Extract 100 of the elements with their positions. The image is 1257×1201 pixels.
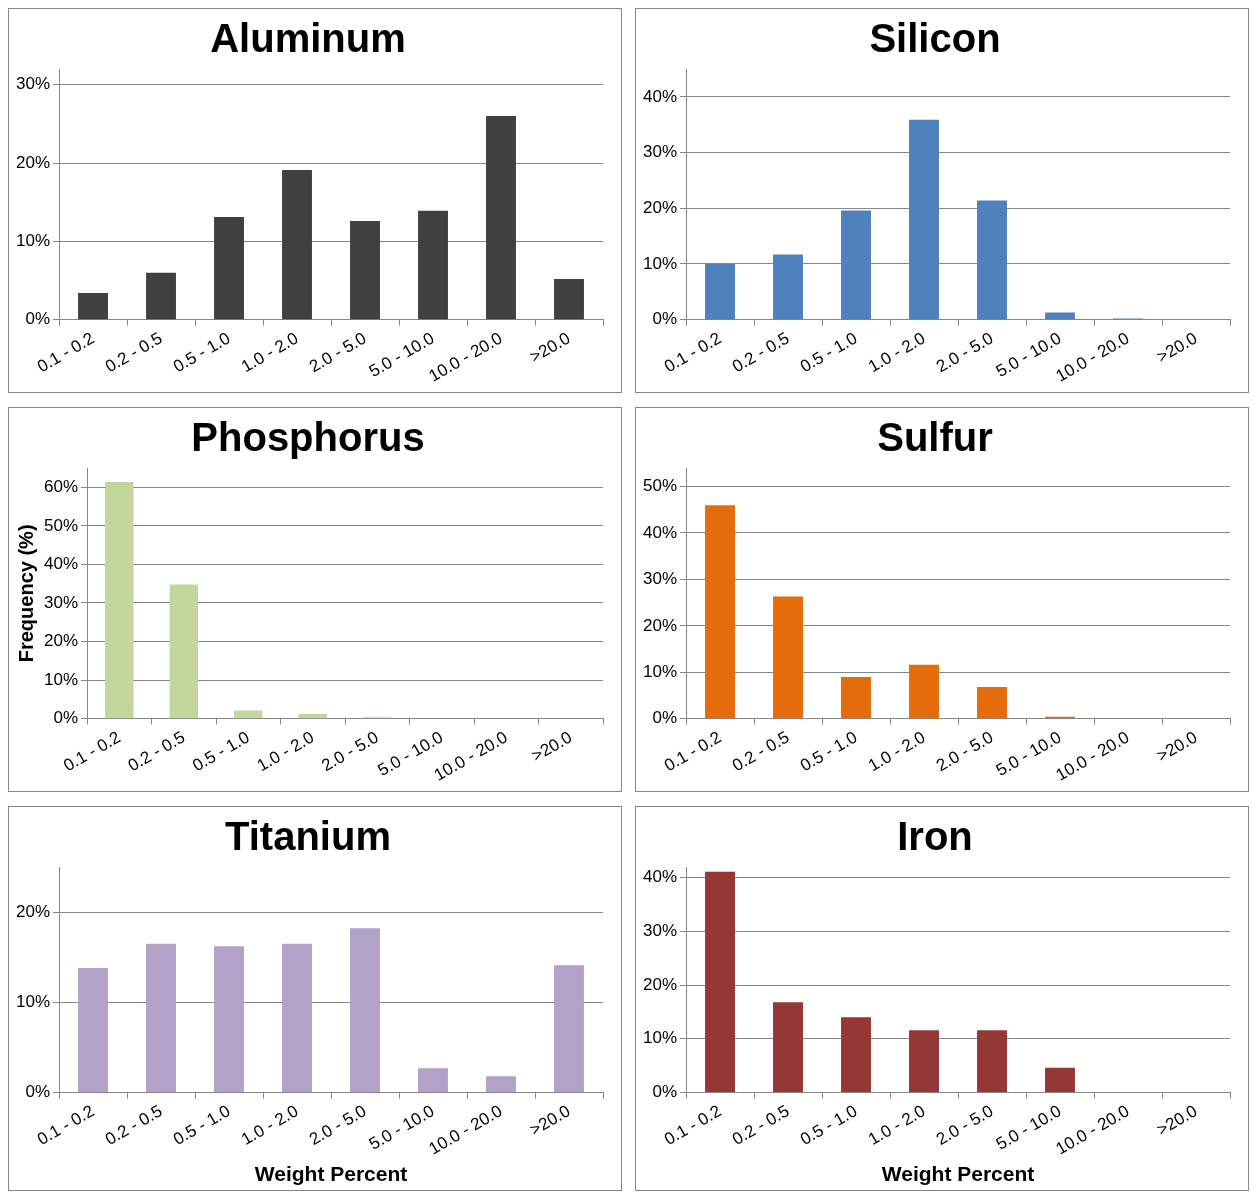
y-tick-label: 0%	[652, 708, 678, 728]
x-tick-label: >20.0	[526, 328, 574, 367]
bar	[841, 210, 871, 320]
bar	[282, 170, 312, 320]
y-tick-label: 10%	[15, 991, 51, 1011]
bar	[841, 676, 871, 719]
x-tick-label: 2.0 - 5.0	[932, 727, 997, 776]
bar	[1045, 312, 1075, 320]
x-tick-label: 1.0 - 2.0	[864, 727, 929, 776]
bar	[214, 217, 244, 320]
x-tick-label: 0.2 - 0.5	[101, 1101, 166, 1150]
bar	[146, 272, 176, 320]
y-tick-label: 0%	[652, 1082, 678, 1102]
y-tick-label: 30%	[15, 74, 51, 94]
y-tick-label: 40%	[642, 86, 678, 106]
x-axis-title: Weight Percent	[881, 1162, 1035, 1186]
bar	[773, 254, 803, 320]
x-tick-label: 0.5 - 1.0	[189, 727, 253, 776]
y-tick-label: 30%	[642, 142, 678, 162]
x-tick-label: 0.1 - 0.2	[60, 727, 124, 776]
x-tick-label: 0.5 - 1.0	[796, 328, 861, 377]
y-tick-label: 20%	[642, 615, 678, 635]
x-tick-label: 0.2 - 0.5	[728, 1101, 793, 1150]
x-tick-label: 2.0 - 5.0	[305, 1101, 370, 1150]
bar	[350, 928, 380, 1092]
y-tick-label: 10%	[642, 661, 678, 681]
chart-title: Titanium	[225, 814, 391, 859]
x-tick-label: 0.1 - 0.2	[33, 1101, 98, 1150]
bar	[105, 481, 134, 719]
x-tick-label: 0.5 - 1.0	[169, 328, 234, 377]
bar	[1045, 1067, 1075, 1092]
bar	[841, 1017, 871, 1092]
y-tick-label: 10%	[15, 231, 51, 251]
y-tick-label: 20%	[642, 197, 678, 217]
x-tick-label: 2.0 - 5.0	[932, 1101, 997, 1150]
bar	[554, 965, 584, 1092]
bar	[418, 210, 448, 320]
bar	[282, 943, 312, 1092]
bar	[169, 584, 198, 719]
y-tick-label: 10%	[642, 253, 678, 273]
x-tick-label: 0.2 - 0.5	[728, 727, 793, 776]
y-tick-label: 40%	[642, 522, 678, 542]
x-tick-label: 1.0 - 2.0	[864, 328, 929, 377]
bar	[486, 116, 516, 320]
x-tick-label: 2.0 - 5.0	[932, 328, 997, 377]
x-tick-label: 0.5 - 1.0	[796, 727, 861, 776]
y-tick-label: 50%	[642, 476, 678, 496]
y-tick-label: 20%	[15, 152, 51, 172]
x-tick-label: 0.1 - 0.2	[33, 328, 98, 377]
bar	[909, 664, 939, 719]
bar	[773, 1002, 803, 1092]
y-tick-label: 20%	[43, 631, 79, 651]
y-tick-label: 60%	[43, 476, 79, 496]
y-axis-title: Frequency (%)	[14, 524, 37, 663]
y-tick-label: 20%	[15, 901, 51, 921]
chart-title: Aluminum	[210, 16, 406, 61]
y-tick-label: 50%	[43, 515, 79, 535]
x-tick-label: 0.1 - 0.2	[660, 328, 725, 377]
x-tick-label: 1.0 - 2.0	[864, 1101, 929, 1150]
x-tick-label: >20.0	[1153, 727, 1201, 766]
bar	[977, 1030, 1007, 1092]
chart-title: Silicon	[869, 16, 1001, 61]
bar	[214, 946, 244, 1092]
y-tick-label: 30%	[642, 921, 678, 941]
x-tick-label: 0.2 - 0.5	[728, 328, 793, 377]
chart-title: Phosphorus	[191, 415, 425, 460]
y-tick-label: 0%	[53, 708, 79, 728]
bar	[298, 714, 327, 719]
x-tick-label: >20.0	[1153, 328, 1201, 367]
x-tick-label: 2.0 - 5.0	[305, 328, 370, 377]
bar	[78, 968, 108, 1092]
y-tick-label: 40%	[642, 867, 678, 887]
bar	[977, 687, 1007, 719]
bar	[909, 1030, 939, 1092]
bar	[705, 505, 735, 719]
y-tick-label: 10%	[43, 669, 79, 689]
chart-title: Sulfur	[877, 415, 993, 460]
y-tick-label: 30%	[43, 592, 79, 612]
x-tick-label: 0.5 - 1.0	[796, 1101, 861, 1150]
bar	[418, 1068, 448, 1092]
bar	[350, 220, 380, 320]
bar	[977, 200, 1007, 320]
bar	[705, 263, 735, 320]
bar	[486, 1076, 516, 1092]
x-tick-label: 1.0 - 2.0	[237, 328, 302, 377]
x-tick-label: >20.0	[528, 727, 576, 766]
x-tick-label: 0.1 - 0.2	[660, 1101, 725, 1150]
y-tick-label: 10%	[642, 1028, 678, 1048]
y-tick-label: 30%	[642, 569, 678, 589]
chart-title: Iron	[897, 814, 973, 859]
x-axis-title: Weight Percent	[254, 1162, 408, 1186]
x-tick-label: 0.1 - 0.2	[660, 727, 725, 776]
x-tick-label: 0.2 - 0.5	[124, 727, 189, 776]
bar	[773, 596, 803, 719]
x-tick-label: 1.0 - 2.0	[253, 727, 318, 776]
x-tick-label: 0.2 - 0.5	[101, 328, 166, 377]
bar	[705, 871, 735, 1092]
bar	[234, 710, 263, 719]
x-tick-label: 0.5 - 1.0	[169, 1101, 234, 1150]
y-tick-label: 20%	[642, 974, 678, 994]
